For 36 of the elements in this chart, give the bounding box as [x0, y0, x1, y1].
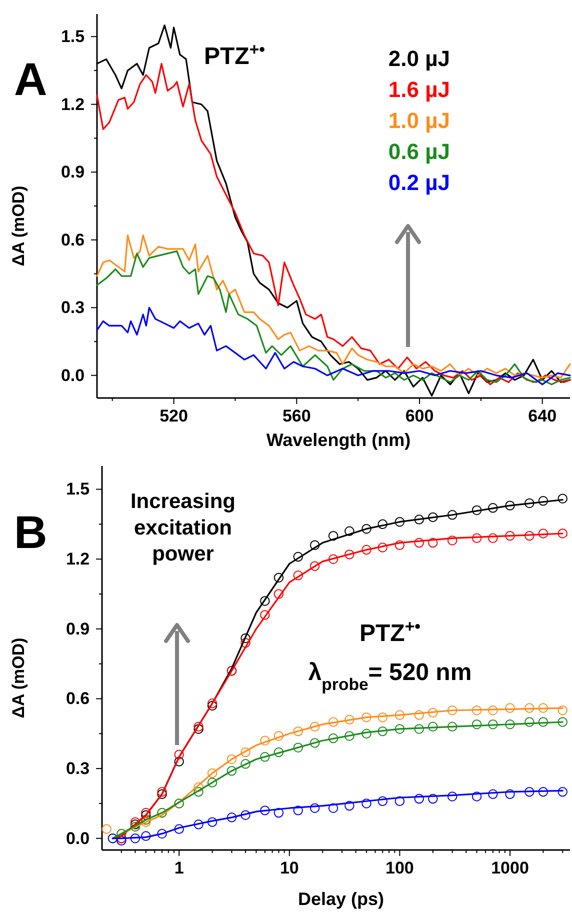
text: B — [14, 506, 48, 558]
y-tick-label: 0.3 — [66, 758, 90, 778]
annotation: PTZ$^{+•}$ — [204, 40, 266, 70]
x-tick-label: 1000 — [491, 858, 529, 878]
x-axis-title: Delay (ps) — [298, 889, 384, 909]
y-tick-label: 1.5 — [60, 27, 85, 46]
text: 1.0 µJ — [388, 108, 450, 133]
text: 2.0 µJ — [388, 46, 450, 71]
y-tick-label: 0.6 — [60, 230, 85, 250]
line-series — [96, 306, 571, 386]
text: 1.6 µJ — [388, 77, 450, 102]
y-tick-label: 0.9 — [60, 162, 85, 182]
x-tick-label: 100 — [386, 858, 414, 878]
x-tick-label: 640 — [528, 406, 557, 426]
x-tick-label: 560 — [282, 406, 311, 426]
text: 0.6 µJ — [388, 139, 450, 164]
x-tick-label: 10 — [280, 858, 299, 878]
text: 0.2 µJ — [388, 170, 450, 195]
y-tick-label: 0.0 — [66, 828, 90, 848]
text: A — [14, 53, 48, 105]
y-tick-label: 0.6 — [66, 689, 90, 708]
y-tick-label: 1.2 — [60, 94, 85, 114]
y-tick-label: 0.0 — [60, 366, 85, 385]
annotation: λ$_{probe}$= 520 nm — [308, 659, 472, 694]
y-tick-label: 0.3 — [60, 298, 85, 318]
annotation: PTZ$^{+•}$ — [359, 616, 421, 647]
x-tick-label: 520 — [160, 406, 188, 426]
x-tick-label: 1 — [174, 858, 184, 878]
annotation: Increasing excitation power — [130, 490, 236, 566]
y-tick-label: 1.2 — [66, 550, 90, 569]
y-tick-label: 0.9 — [66, 619, 90, 638]
y-axis-title: ΔA (mOD) — [9, 638, 28, 718]
y-tick-label: 1.5 — [66, 480, 90, 499]
x-axis-title: Wavelength (nm) — [266, 430, 411, 450]
x-tick-label: 600 — [405, 406, 434, 426]
y-axis-title: ΔA (mOD) — [9, 186, 28, 266]
